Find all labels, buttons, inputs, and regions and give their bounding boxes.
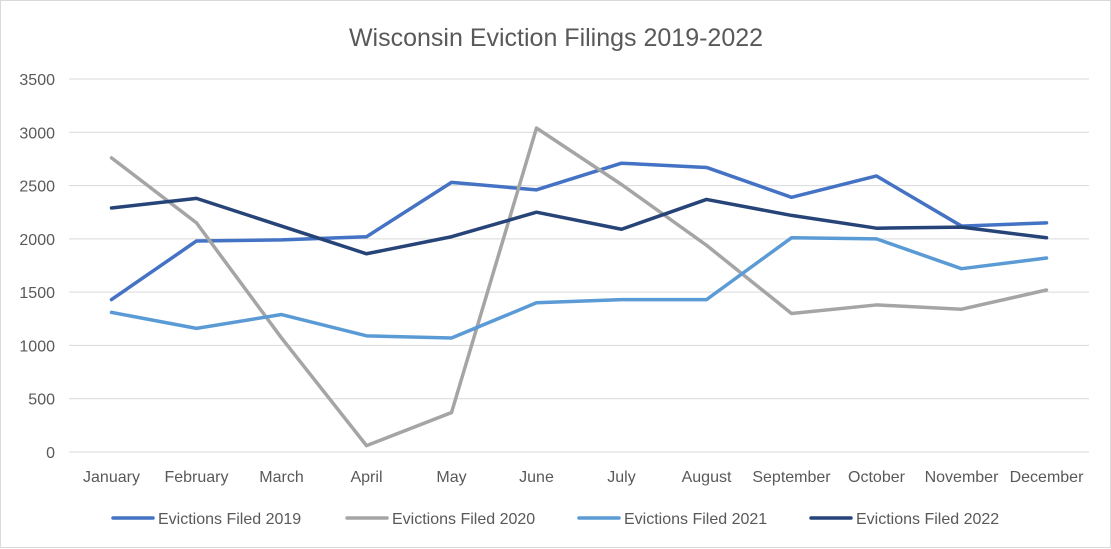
legend: Evictions Filed 2019 Evictions Filed 2020… — [111, 511, 999, 528]
series-line-4 — [109, 196, 1049, 256]
x-axis-ticks: January February March April May June July Augu… — [83, 469, 1084, 486]
x-tick-label: June — [519, 469, 554, 486]
y-axis-ticks: 0 500 1000 1500 2000 2500 3000 3500 — [19, 72, 55, 462]
x-tick-label: February — [164, 469, 228, 486]
y-tick-label: 2500 — [19, 179, 55, 196]
y-tick-label: 3000 — [19, 125, 55, 142]
x-tick-label: November — [925, 469, 999, 486]
series-lines — [109, 126, 1049, 448]
x-tick-label: July — [607, 469, 635, 486]
x-tick-label: March — [259, 469, 303, 486]
legend-label-3: Evictions Filed 2021 — [624, 511, 767, 528]
chart-title: Wisconsin Eviction Filings 2019-2022 — [349, 24, 763, 52]
legend-label-1: Evictions Filed 2019 — [158, 511, 301, 528]
legend-label-2: Evictions Filed 2020 — [392, 511, 535, 528]
x-tick-label: August — [682, 469, 732, 486]
y-tick-label: 0 — [46, 445, 55, 462]
series-line-2 — [109, 126, 1049, 448]
x-tick-label: September — [752, 469, 831, 486]
x-tick-label: May — [436, 469, 466, 486]
x-tick-label: April — [350, 469, 382, 486]
series-line-3 — [109, 236, 1049, 340]
x-tick-label: October — [848, 469, 906, 486]
y-tick-label: 1500 — [19, 285, 55, 302]
y-tick-label: 1000 — [19, 338, 55, 355]
y-tick-label: 500 — [28, 392, 55, 409]
y-tick-label: 3500 — [19, 72, 55, 89]
x-tick-label: December — [1010, 469, 1084, 486]
y-tick-label: 2000 — [19, 232, 55, 249]
gridlines — [69, 78, 1089, 453]
x-tick-label: January — [83, 469, 140, 486]
series-line-1 — [109, 161, 1049, 302]
legend-label-4: Evictions Filed 2022 — [856, 511, 999, 528]
